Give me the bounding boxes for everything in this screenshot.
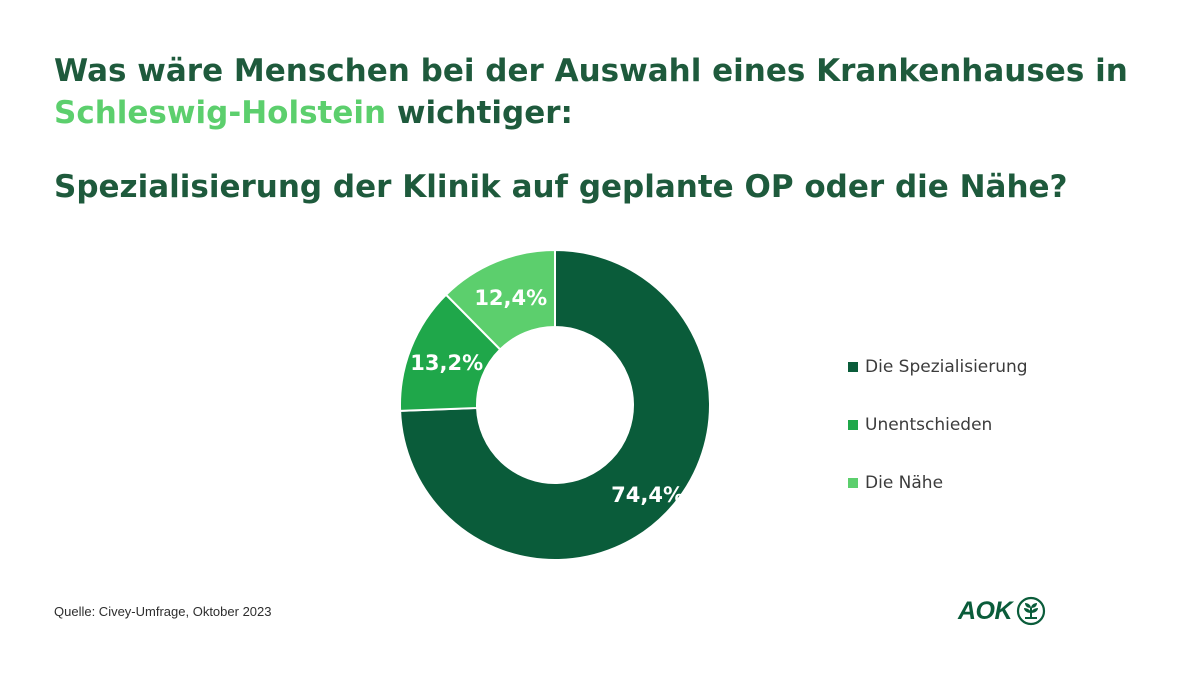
title-part-2: wichtiger: xyxy=(386,95,573,131)
legend-label: Unentschieden xyxy=(865,415,993,435)
data-label-naehe: 12,4% xyxy=(474,286,547,310)
aok-logo: AOK xyxy=(958,596,1046,626)
legend-swatch xyxy=(848,420,858,430)
title-highlight-region: Schleswig-Holstein xyxy=(54,95,387,131)
legend-swatch xyxy=(848,362,858,372)
chart-title: Was wäre Menschen bei der Auswahl eines … xyxy=(54,50,1200,134)
data-label-unentschieden: 13,2% xyxy=(410,351,483,375)
source-note: Quelle: Civey-Umfrage, Oktober 2023 xyxy=(54,604,272,619)
donut-slice-naehe xyxy=(444,248,556,351)
donut-slice-spezialisierung xyxy=(399,248,711,561)
legend-label: Die Spezialisierung xyxy=(865,357,1028,377)
legend-item-naehe: Die Nähe xyxy=(848,454,1028,512)
legend: Die Spezialisierung Unentschieden Die Nähe xyxy=(848,338,1028,512)
title-part-1: Was wäre Menschen bei der Auswahl eines … xyxy=(54,53,1128,89)
donut-chart: 74,4% 13,2% 12,4% xyxy=(399,248,711,561)
legend-item-unentschieden: Unentschieden xyxy=(848,396,1028,454)
aok-logo-text: AOK xyxy=(958,596,1013,625)
aok-tree-icon xyxy=(1016,596,1046,626)
chart-subtitle: Spezialisierung der Klinik auf geplante … xyxy=(54,169,1068,205)
legend-item-spezialisierung: Die Spezialisierung xyxy=(848,338,1028,396)
data-label-spezialisierung: 74,4% xyxy=(611,483,684,507)
legend-swatch xyxy=(848,478,858,488)
legend-label: Die Nähe xyxy=(865,473,944,493)
